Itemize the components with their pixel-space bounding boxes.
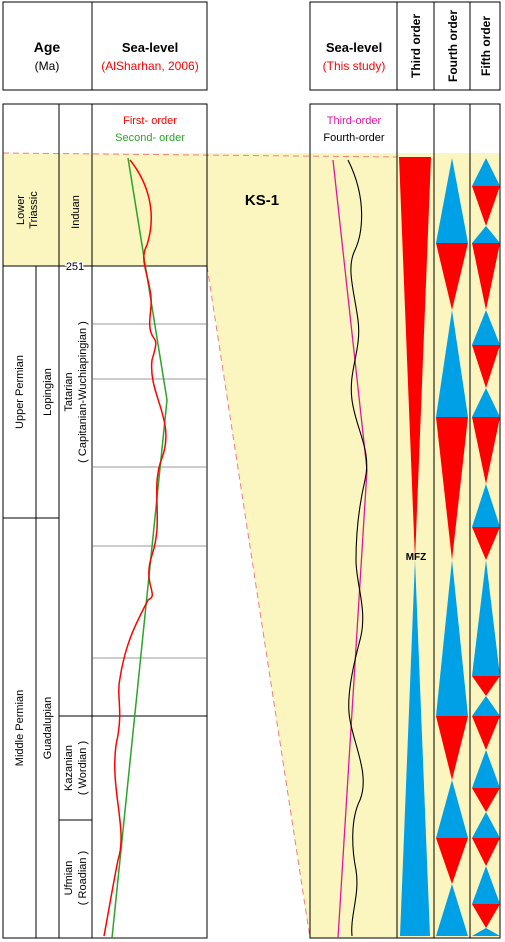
fifth-order-triangle: [472, 388, 500, 417]
fifth-order-triangle: [472, 696, 500, 716]
fourth-order-triangle: [436, 310, 468, 417]
legend-second-order: Second- order: [115, 132, 185, 144]
left-header-box: [2, 1, 208, 91]
stage-induan: Induan: [70, 195, 82, 229]
fifth-order-triangle: [472, 904, 500, 928]
correlation-shade: [207, 153, 310, 938]
legend-fourth-order: Fourth-order: [323, 132, 384, 144]
correlation-line-bottom: [206, 265, 311, 939]
fifth-order-triangle: [472, 158, 500, 186]
fifth-order-triangle: [472, 750, 500, 788]
third-order-header: Third order: [409, 14, 423, 78]
stage-kazanian: Kazanian: [63, 745, 75, 791]
first-order-curve: [103, 159, 167, 937]
right-sea-level-title: Sea-level: [326, 40, 382, 55]
fourth-order-triangle: [436, 243, 468, 310]
legend-first-order: First- order: [123, 115, 177, 127]
period-lower-triassic: LowerTriassic: [15, 191, 40, 229]
epoch-lopingian: Lopingian: [42, 368, 54, 416]
fifth-order-triangle: [472, 310, 500, 345]
stage-tatarian-sub: ( Capitanian-Wuchiapingian ): [77, 321, 89, 463]
fifth-order-triangle: [472, 484, 500, 527]
fourth-order-triangle: [436, 417, 468, 560]
fifth-order-triangle: [472, 716, 500, 750]
left-sea-level-source: (AlSharhan, 2006): [101, 59, 198, 73]
mfz-label: MFZ: [406, 552, 427, 563]
left-sea-level-title: Sea-level: [122, 40, 178, 55]
fourth-order-triangle: [436, 560, 468, 716]
stage-ufmian: Ufmian: [63, 861, 75, 896]
fourth-order-curve: [347, 159, 368, 937]
left-body-box: [2, 103, 208, 939]
fourth-order-triangle: [436, 158, 468, 243]
stage-kazanian-sub: ( Wordian ): [77, 741, 89, 795]
age-marker-251: 251: [66, 261, 84, 273]
third-order-transgressive-triangle: [400, 560, 430, 936]
right-header-box: [309, 1, 501, 91]
fifth-order-triangle: [472, 866, 500, 904]
fourth-order-triangle: [436, 884, 468, 936]
fourth-order-header: Fourth order: [446, 10, 460, 82]
fifth-order-triangle: [472, 527, 500, 560]
well-label-ks1: KS-1: [245, 192, 279, 209]
fifth-order-triangle: [472, 928, 500, 936]
fifth-order-header: Fifth order: [479, 16, 493, 76]
fifth-order-triangle: [472, 226, 500, 243]
fourth-order-triangle: [436, 838, 468, 884]
fifth-order-triangle: [472, 838, 500, 866]
correlation-line-top: [2, 152, 398, 158]
stage-ufmian-sub: ( Roadian ): [77, 851, 89, 905]
fourth-order-triangle: [436, 716, 468, 780]
fifth-order-triangle: [472, 186, 500, 226]
right-body-box: [309, 103, 501, 939]
age-title: Age: [34, 39, 61, 55]
fifth-order-triangle: [472, 417, 500, 484]
period-middle-permian: Middle Permian: [14, 690, 26, 766]
fifth-order-triangle: [472, 560, 500, 676]
fifth-order-triangle: [472, 676, 500, 696]
second-order-curve: [111, 157, 168, 939]
fifth-order-triangle: [472, 345, 500, 388]
third-order-regressive-triangle: [399, 157, 431, 560]
fifth-order-triangle: [472, 812, 500, 838]
age-unit: (Ma): [35, 59, 60, 73]
left-triassic-shade: [3, 153, 207, 266]
right-sea-level-source: (This study): [323, 59, 386, 73]
fourth-order-triangle: [436, 780, 468, 838]
stage-tatarian: Tatarian: [63, 372, 75, 411]
legend-third-order: Third-order: [327, 115, 382, 127]
epoch-guadalupian: Guadalupian: [42, 697, 54, 759]
fourth-order-column: [436, 158, 468, 936]
fifth-order-triangle: [472, 243, 500, 310]
fifth-order-column: [472, 158, 500, 936]
fifth-order-triangle: [472, 788, 500, 812]
period-upper-permian: Upper Permian: [14, 355, 26, 429]
